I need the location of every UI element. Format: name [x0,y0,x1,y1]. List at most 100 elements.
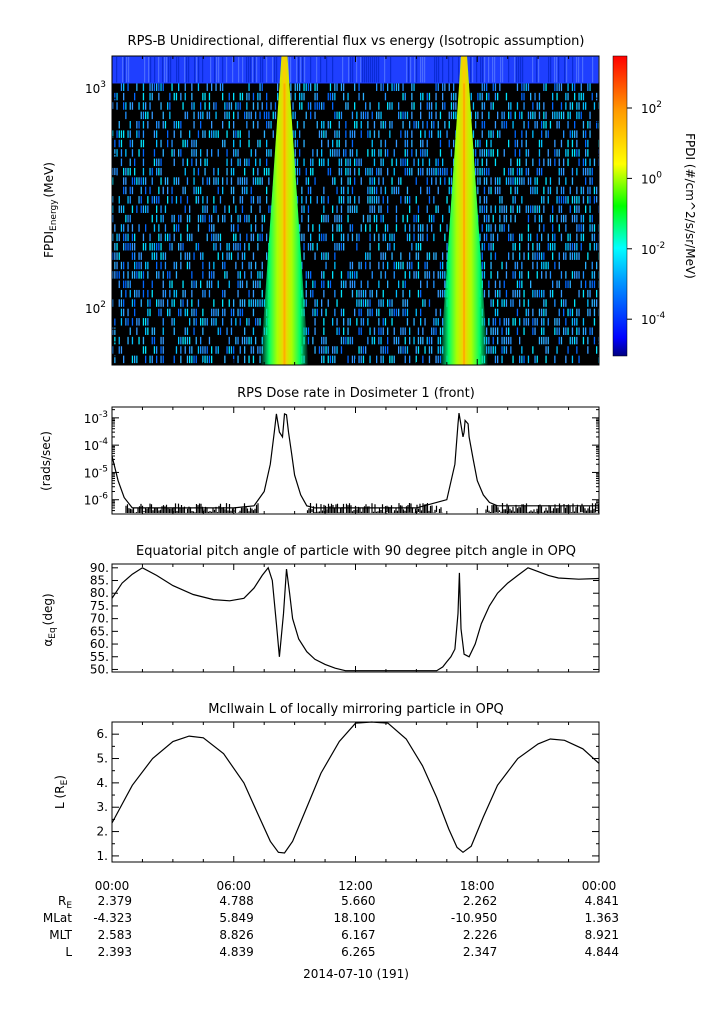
spectrogram-cell [266,111,268,120]
spectrogram-cell [428,346,431,354]
spectrogram-cell [428,158,431,167]
spectrogram-cell [433,167,435,176]
spectrogram-cell [233,243,235,251]
spectrogram-cell [380,327,382,335]
spectrogram-cell [206,355,208,364]
mcilwain-y-axis: 1.2.3.4.5.6. [97,727,599,863]
spectrogram-cell [149,233,151,242]
spectrogram-cell [367,186,369,195]
spectrogram-cell [554,111,556,120]
spectrogram-cell [131,355,134,364]
spectrogram-cell [428,214,431,223]
spectrogram-cell [501,355,503,364]
spectrogram-cell [354,355,356,364]
spectrogram-cell [237,252,239,260]
spectrogram-cell [241,186,244,195]
spectrogram-cell [305,280,307,289]
spectrogram-cell [329,121,332,129]
spectrogram-cell [336,299,338,307]
spectrogram-cell [323,346,325,354]
spectrogram-cell [224,289,226,298]
spectrogram-cell [233,92,235,101]
spectrogram-cell [210,57,212,83]
spectrogram-cell [316,149,318,157]
spectrogram-cell [479,167,481,176]
spectrogram-cell [340,346,343,354]
spectrogram-cell [215,205,217,213]
spectrogram-cell [558,318,560,326]
spectrogram-cell [195,355,197,364]
spectrogram-cell [554,318,556,326]
spectrogram-cell [371,111,373,120]
spectrogram-cell [497,111,499,120]
spectrogram-cell [446,252,448,260]
spectrogram-cell [439,327,442,335]
spectrogram-cell [395,186,398,195]
spectrogram-cell [151,280,153,289]
spectrogram-cell [554,139,556,148]
spectrogram-cell [532,57,534,83]
spectrogram-cell [217,280,219,289]
spectrogram-cell [593,233,596,242]
spectrogram-cell [360,111,362,120]
spectrogram-cell [217,214,219,223]
spectrogram-cell [325,233,327,242]
spectrogram-cell [261,83,263,91]
spectrogram-cell [360,355,362,364]
spectrogram-cell [222,83,224,91]
spectrogram-cell [382,177,384,185]
spectrogram-cell [200,102,202,110]
spectrogram-cell [589,224,591,232]
spectrogram-cell [494,355,497,364]
spectrogram-cell [444,167,446,176]
spectrogram-cell [510,336,512,345]
spectrogram-cell [571,327,574,335]
spectrogram-cell [488,346,490,354]
spectrogram-cell [580,111,582,120]
spectrogram-cell [336,111,338,120]
spectrogram-cell [323,271,325,279]
spectrogram-cell [180,149,182,157]
spectrogram-cell [490,261,492,270]
spectrogram-cell [479,233,481,242]
spectrogram-cell [349,271,351,279]
spectrogram-cell [406,111,409,120]
spectrogram-cell [552,214,554,223]
spectrogram-cell [219,196,222,204]
spectrogram-cell [442,261,444,270]
spectrogram-cell [131,299,134,307]
spectrogram-cell [404,327,406,335]
spectrogram-cell [164,57,166,83]
spectrogram-cell [367,299,369,307]
spectrogram-cell [127,336,129,345]
spectrogram-cell [380,346,382,354]
spectrogram-cell [369,177,371,185]
spectrogram-cell [541,214,543,223]
spectrogram-cell [420,280,422,289]
spectrogram-cell [569,308,571,317]
spectrogram-cell [204,214,206,223]
spectrogram-cell [510,186,512,195]
spectrogram-cell [189,205,191,213]
y-tick-label: 1. [97,849,108,863]
spectrogram-cell [582,271,585,279]
spectrogram-cell [178,308,180,317]
spectrogram-cell [250,346,252,354]
spectrogram-cell [587,299,589,307]
spectrogram-cell [415,346,417,354]
spectrogram-cell [131,102,134,110]
spectrogram-cell [160,177,162,185]
spectrogram-cell [266,167,268,176]
spectrogram-cell [437,83,439,91]
spectrogram-cell [369,130,371,138]
spectrogram-cell [246,336,248,345]
spectrogram-cell [153,149,156,157]
spectrogram-cell [393,233,395,242]
spectrogram-cell [164,205,167,213]
spectrogram-cell [252,233,255,242]
spectrogram-cell [367,308,369,317]
spectrogram-cell [479,92,481,101]
spectrogram-cell [571,130,574,138]
spectrogram-cell [226,271,228,279]
spectrogram-cell [321,214,323,223]
